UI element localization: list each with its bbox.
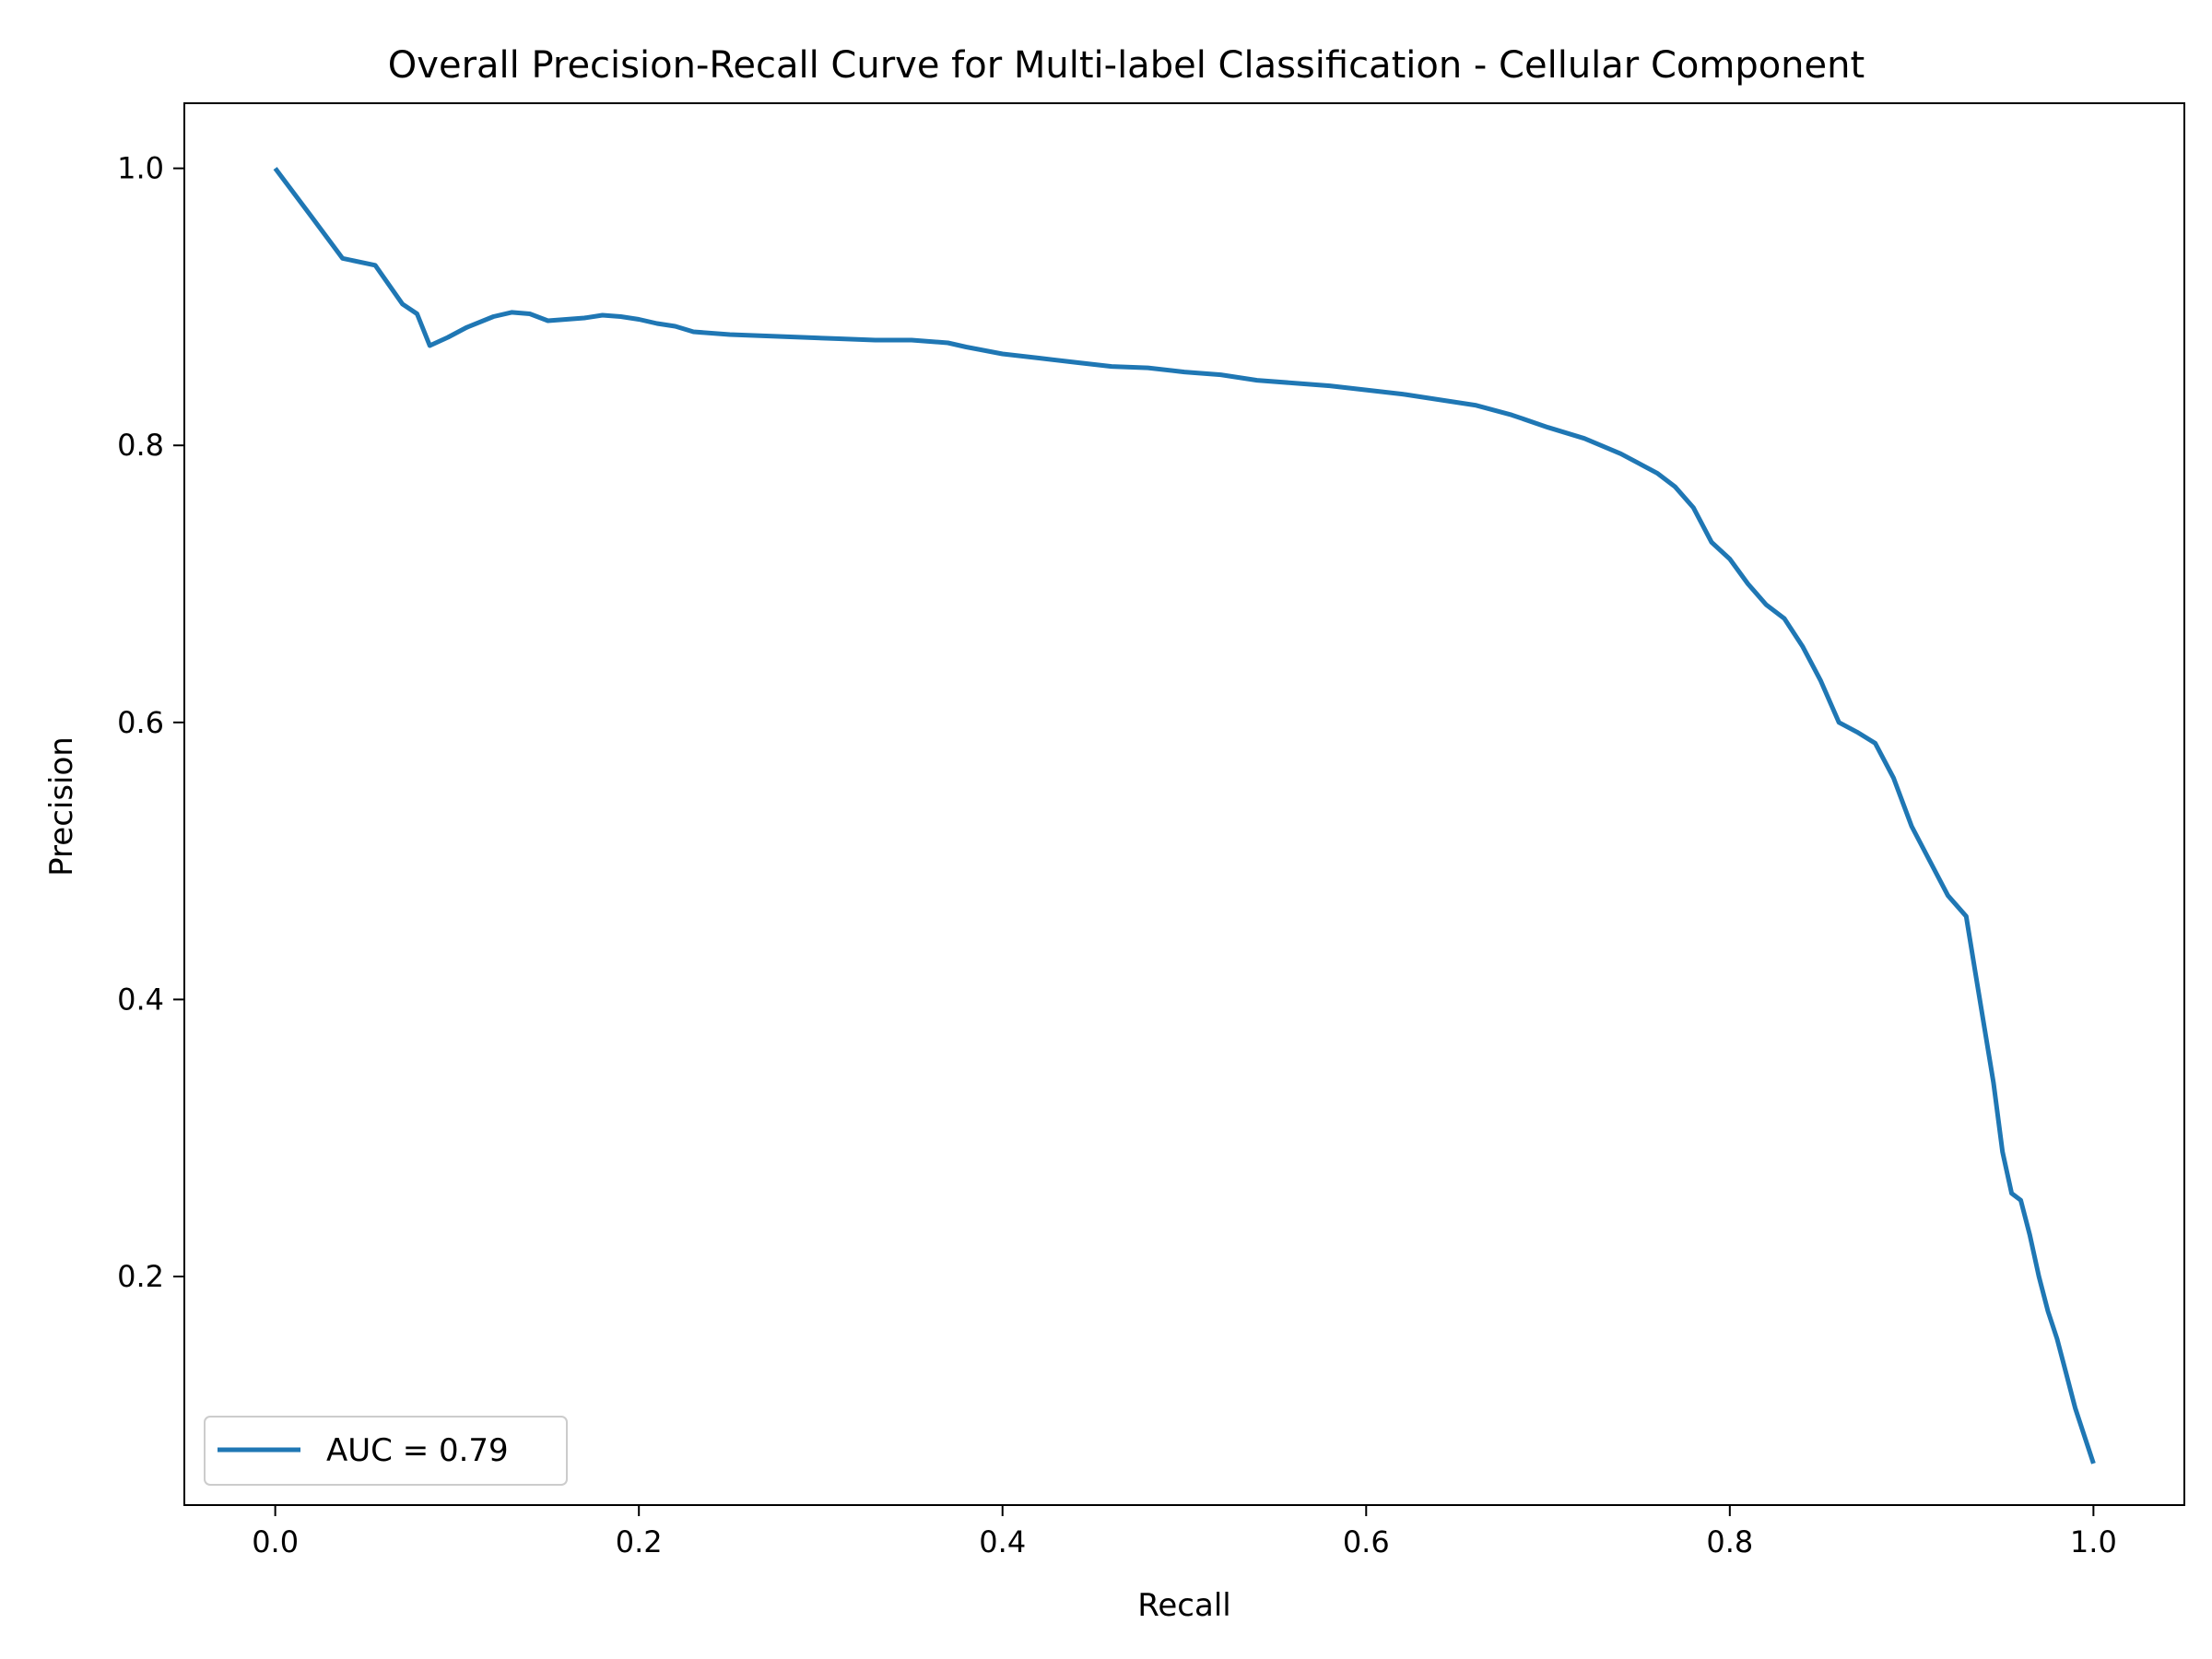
plot-area [276, 169, 2094, 1464]
x-tick-label: 0.8 [1706, 1524, 1753, 1559]
axis-ticks: 0.0 0.2 0.4 0.6 0.8 1.0 0.2 0.4 0.6 0.8 1.0 [117, 151, 2117, 1559]
x-tick-label: 0.4 [979, 1524, 1026, 1559]
x-tick-label: 0.2 [616, 1524, 663, 1559]
x-tick-label: 1.0 [2070, 1524, 2117, 1559]
y-axis-label: Precision [43, 736, 80, 877]
legend-label: AUC = 0.79 [326, 1432, 509, 1469]
y-tick-label: 0.4 [117, 982, 164, 1017]
y-tick-label: 0.8 [117, 428, 164, 463]
chart-title: Overall Precision-Recall Curve for Multi… [388, 44, 1865, 87]
legend: AUC = 0.79 [205, 1417, 567, 1485]
y-tick-label: 0.6 [117, 705, 164, 740]
y-tick-label: 1.0 [117, 151, 164, 186]
pr-curve-line [276, 169, 2094, 1464]
y-tick-label: 0.2 [117, 1259, 164, 1294]
x-axis-label: Recall [1137, 1587, 1230, 1624]
axes-frame [184, 103, 2184, 1505]
x-tick-label: 0.0 [252, 1524, 299, 1559]
x-tick-label: 0.6 [1343, 1524, 1390, 1559]
